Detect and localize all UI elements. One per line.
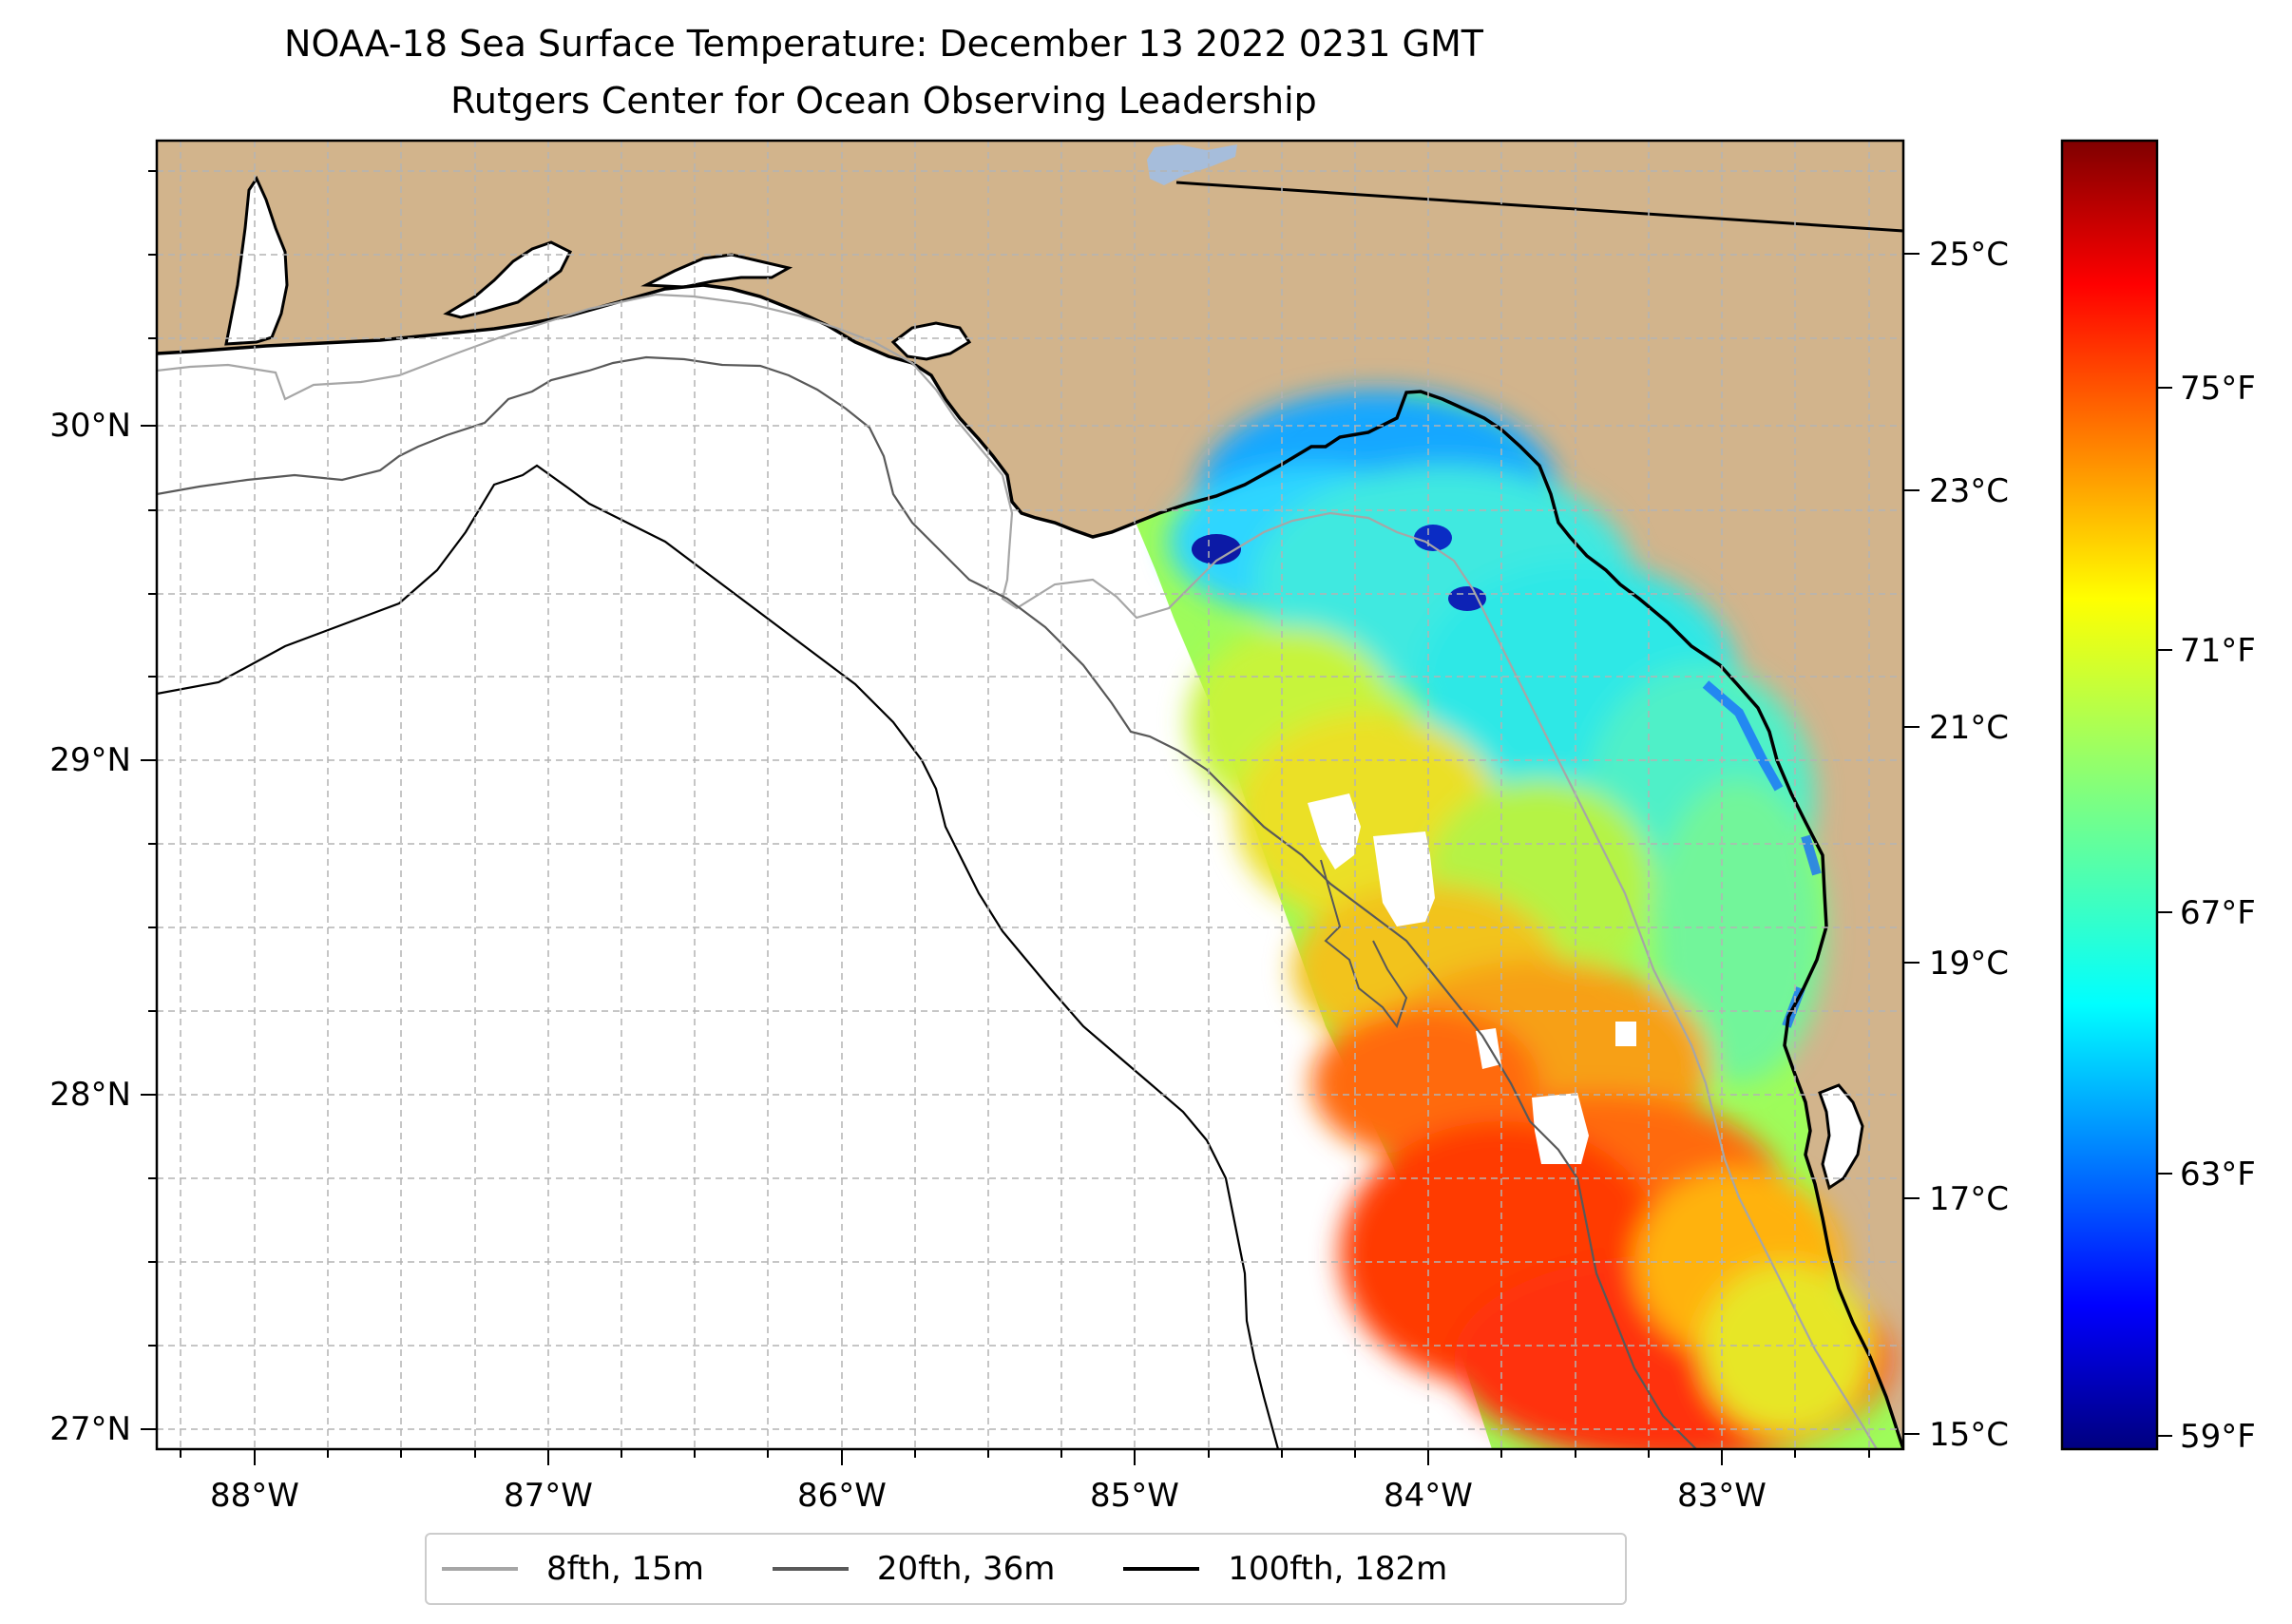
lon-tick-label: 86°W	[797, 1477, 887, 1515]
legend-item-8fth: 8fth, 15m	[427, 1535, 757, 1603]
fahrenheit-tick-label: 63°F	[2180, 1156, 2256, 1194]
sst-overlay	[1136, 390, 1903, 1449]
sst-gap-3	[1615, 1022, 1636, 1046]
contour-100fth	[157, 464, 1280, 1449]
bay-mobile	[224, 175, 289, 346]
land-panhandle	[157, 141, 1903, 1449]
legend-label: 8fth, 15m	[546, 1550, 704, 1588]
contour-8fth	[157, 293, 1878, 1449]
fahrenheit-tick-label: 71°F	[2180, 632, 2256, 670]
legend-swatch	[1123, 1567, 1200, 1571]
gridlines	[157, 141, 1903, 1449]
celsius-tick-label: 15°C	[1929, 1416, 2009, 1454]
contour-legend: 8fth, 15m 20fth, 36m 100fth, 182m	[425, 1533, 1627, 1605]
legend-label: 100fth, 182m	[1228, 1550, 1448, 1588]
bay-apalachicola	[890, 321, 972, 361]
bay-choctaw	[640, 253, 793, 289]
lon-tick-label: 83°W	[1677, 1477, 1767, 1515]
coastline	[157, 283, 1903, 1449]
lon-tick-label: 84°W	[1384, 1477, 1473, 1515]
lat-tick-label: 28°N	[49, 1076, 131, 1114]
fahrenheit-tick-label: 75°F	[2180, 370, 2256, 408]
lat-tick-label: 27°N	[49, 1410, 131, 1448]
state-border	[1175, 181, 1903, 233]
legend-item-20fth: 20fth, 36m	[757, 1535, 1109, 1603]
celsius-tick-label: 19°C	[1929, 945, 2009, 983]
lake	[1147, 144, 1237, 185]
celsius-tick-label: 25°C	[1929, 236, 2009, 274]
lat-tick-label: 30°N	[49, 407, 131, 445]
lat-tick-label: 29°N	[49, 741, 131, 779]
map-frame	[155, 139, 1905, 1451]
lon-tick-label: 85°W	[1090, 1477, 1179, 1515]
lon-tick-label: 88°W	[210, 1477, 299, 1515]
bay-tampa	[1818, 1083, 1864, 1191]
title-line-2: Rutgers Center for Ocean Observing Leade…	[450, 80, 1317, 122]
map-panel	[157, 141, 1903, 1449]
contour-islands	[1320, 859, 1408, 1029]
fahrenheit-tick-label: 67°F	[2180, 894, 2256, 932]
sst-gap-2	[1373, 831, 1435, 927]
sst-gap-5	[1476, 1028, 1501, 1069]
fahrenheit-tick-label: 59°F	[2180, 1418, 2256, 1456]
fahrenheit-axis-ticks	[2157, 387, 2172, 1437]
legend-label: 20fth, 36m	[876, 1550, 1056, 1588]
celsius-tick-label: 21°C	[1929, 709, 2009, 747]
celsius-axis-ticks	[1903, 253, 1920, 1435]
legend-swatch	[772, 1567, 849, 1571]
sst-gap-4	[1532, 1093, 1589, 1164]
lon-tick-label: 87°W	[504, 1477, 593, 1515]
contour-20fth	[157, 355, 1697, 1449]
celsius-tick-label: 17°C	[1929, 1180, 2009, 1218]
colorbar	[2060, 139, 2159, 1451]
axis-ticks	[141, 170, 1870, 1465]
celsius-tick-label: 23°C	[1929, 472, 2009, 510]
legend-swatch	[442, 1567, 518, 1571]
bay-pensacola	[443, 240, 573, 319]
legend-item-100fth: 100fth, 182m	[1108, 1535, 1500, 1603]
sst-gap-1	[1308, 793, 1361, 869]
title-line-1: NOAA-18 Sea Surface Temperature: Decembe…	[284, 23, 1483, 65]
